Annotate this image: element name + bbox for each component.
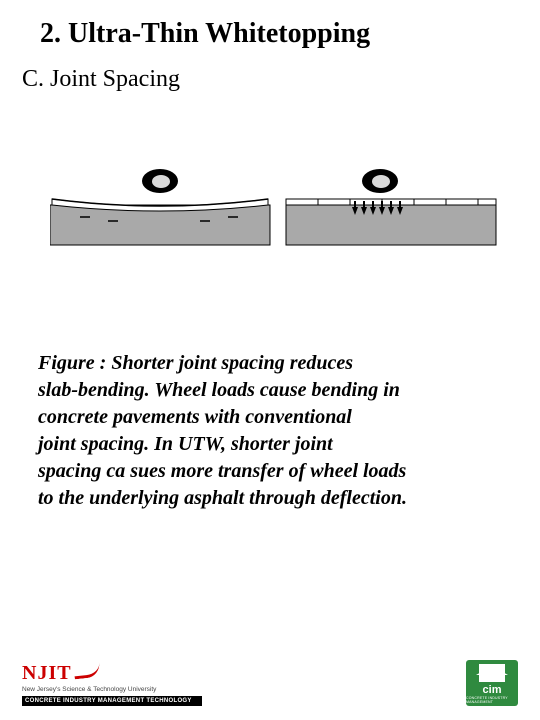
tire-right-icon	[362, 169, 398, 193]
joint-spacing-diagram	[50, 155, 500, 255]
cim-text: cim	[483, 685, 502, 696]
figure-caption: Figure : Shorter joint spacing reduces s…	[38, 350, 513, 512]
tire-left-icon	[142, 169, 178, 193]
njit-letters: NJIT	[22, 662, 72, 685]
load-arrows	[352, 207, 403, 215]
njit-swoosh-icon	[73, 662, 100, 679]
cim-building-icon	[479, 664, 505, 682]
njit-logo: NJIT New Jersey's Science & Technology U…	[22, 662, 202, 706]
cim-logo: cim CONCRETE INDUSTRY MANAGEMENT	[466, 660, 518, 706]
footer: NJIT New Jersey's Science & Technology U…	[22, 660, 518, 706]
cim-sub: CONCRETE INDUSTRY MANAGEMENT	[466, 696, 518, 704]
page-title: 2. Ultra-Thin Whitetopping	[0, 0, 540, 62]
left-panel	[50, 199, 270, 245]
njit-bar: CONCRETE INDUSTRY MANAGEMENT TECHNOLOGY	[22, 696, 202, 706]
section-subtitle: C. Joint Spacing	[0, 62, 540, 93]
njit-tagline: New Jersey's Science & Technology Univer…	[22, 686, 202, 693]
diagram-svg	[50, 155, 500, 265]
